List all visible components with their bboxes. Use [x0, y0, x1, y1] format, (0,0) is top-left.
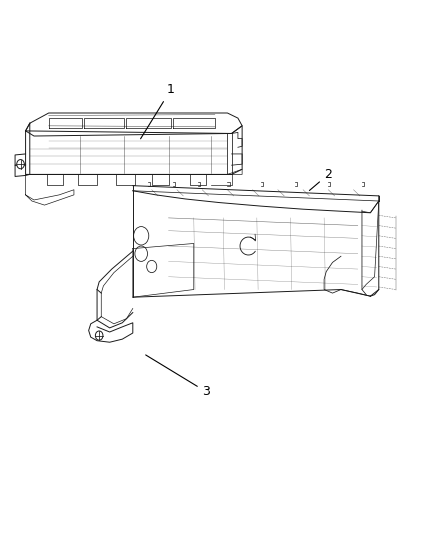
Circle shape — [17, 159, 25, 169]
Text: 2: 2 — [309, 168, 332, 190]
Circle shape — [95, 331, 103, 340]
Text: 3: 3 — [146, 355, 210, 398]
Text: 1: 1 — [141, 84, 175, 139]
